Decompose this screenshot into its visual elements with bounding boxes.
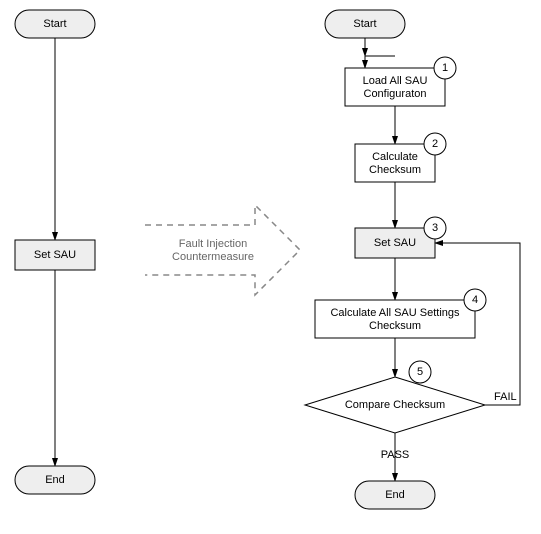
n5-badge-text: 5 [417, 366, 423, 378]
pass-label: PASS [381, 449, 410, 461]
transform-arrow: Fault Injection Countermeasure [145, 205, 300, 295]
left-start-label: Start [43, 18, 66, 30]
n2-label-1: Calculate [372, 151, 418, 163]
left-set-label: Set SAU [34, 249, 76, 261]
left-end-label: End [45, 474, 65, 486]
transform-label-1: Fault Injection [179, 238, 247, 250]
n5-label: Compare Checksum [345, 399, 445, 411]
n3-badge-text: 3 [432, 222, 438, 234]
n4-label-1: Calculate All SAU Settings [330, 307, 460, 319]
fail-label: FAIL [494, 391, 517, 403]
n4-label-2: Checksum [369, 320, 421, 332]
right-start-label: Start [353, 18, 376, 30]
right-flow-content: Load All SAU Configuraton 1 Calculate Ch… [305, 38, 520, 509]
n1-label-1: Load All SAU [363, 75, 428, 87]
n2-badge-text: 2 [432, 138, 438, 150]
left-flow: Start Set SAU End [15, 10, 95, 494]
right-end-label: End [385, 489, 405, 501]
n2-label-2: Checksum [369, 164, 421, 176]
flowchart-diagram: Start Set SAU End Fault Injection Counte… [0, 0, 541, 534]
n3-label: Set SAU [374, 237, 416, 249]
n1-label-2: Configuraton [364, 88, 427, 100]
transform-label-2: Countermeasure [172, 251, 254, 263]
n4-badge-text: 4 [472, 294, 478, 306]
n1-badge-text: 1 [442, 62, 448, 74]
